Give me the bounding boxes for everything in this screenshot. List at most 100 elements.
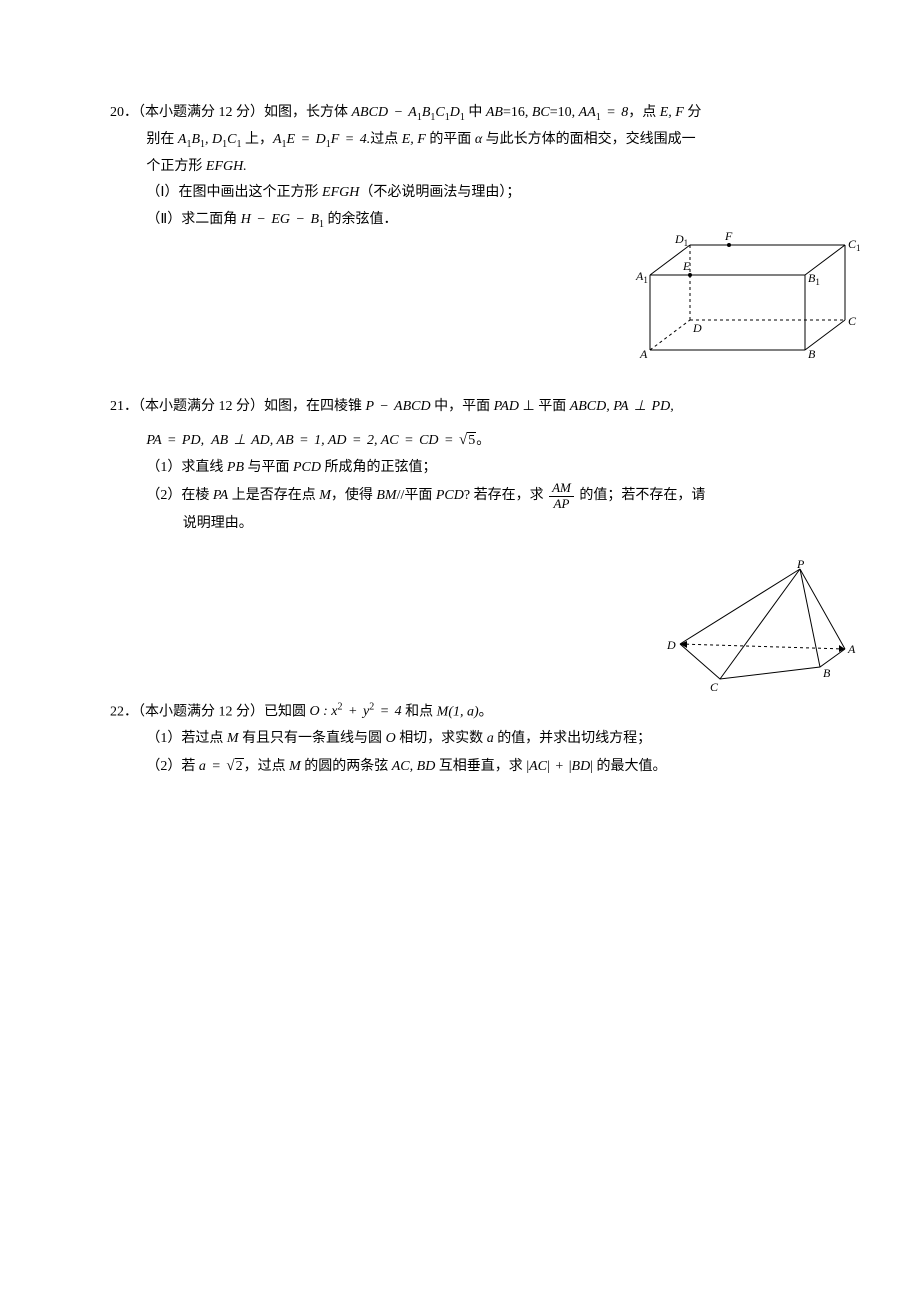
math-var: PCD <box>293 460 321 475</box>
line-2: PA = PD, AB ⊥ AD, AB = 1, AD = 2, AC = C… <box>110 426 840 455</box>
part-text: 有且只有一条直线与圆 <box>239 731 386 746</box>
stem-text: ，点 <box>628 105 660 120</box>
math-expr: ABCD, PA ⊥ PD, <box>570 399 674 414</box>
part-text: （Ⅰ）在图中画出这个正方形 <box>146 185 322 200</box>
line-3: 个正方形 EFGH. <box>110 154 840 181</box>
math-var: a <box>487 731 494 746</box>
part-text: （2）在棱 <box>146 488 213 503</box>
subpart-2: （2）若 a = 2，过点 M 的圆的两条弦 AC, BD 互相垂直，求 |AC… <box>110 752 840 781</box>
math-var: PCD <box>436 488 464 503</box>
math-var: PA <box>213 488 228 503</box>
part-text: 上是否存在点 <box>228 488 319 503</box>
label-P: P <box>796 559 805 571</box>
sqrt-expr: 2 <box>226 752 243 781</box>
problem-22: 22．（本小题满分 12 分）已知圆 O : x2 + y2 = 4 和点 M(… <box>110 698 840 781</box>
math-var: M <box>319 488 331 503</box>
part-text: 与平面 <box>244 460 293 475</box>
math-var: BC <box>532 105 550 120</box>
period: 。 <box>479 704 493 719</box>
part-text: 相切，求实数 <box>396 731 487 746</box>
abs-expr: |BD| <box>569 759 593 774</box>
math-expr: H − EG − B1 <box>241 212 324 227</box>
problem-21: 21．（本小题满分 12 分）如图，在四棱锥 P − ABCD 中，平面 PAD… <box>110 394 840 538</box>
label-B: B <box>823 666 831 680</box>
label-C: C <box>710 680 719 694</box>
figure-cuboid: A B C D A1 B1 C1 D1 E F <box>630 220 860 371</box>
part-text: ，过点 <box>244 759 290 774</box>
math-expr: A1E = D1F = 4. <box>273 132 370 147</box>
subpart-1: （1）若过点 M 有且只有一条直线与圆 O 相切，求实数 a 的值，并求出切线方… <box>110 726 840 753</box>
stem-text: ⊥ 平面 <box>519 399 570 414</box>
math-expr: ABCD − A1B1C1D1 <box>352 105 465 120</box>
part-text: （1）求直线 <box>146 460 227 475</box>
stem-text: =16, <box>503 105 532 120</box>
math-var: O <box>386 731 396 746</box>
math-var: E, F <box>402 132 426 147</box>
stem-text: 过点 <box>370 132 402 147</box>
problem-number: 22． <box>110 704 138 719</box>
stem-text: 上， <box>241 132 273 147</box>
part-text: 的最大值。 <box>593 759 667 774</box>
part-text: （2）若 <box>146 759 199 774</box>
period: 。 <box>476 433 490 448</box>
label-A: A <box>847 642 856 656</box>
math-var: PAD <box>494 399 519 414</box>
math-expr: AA1 = 8 <box>579 105 629 120</box>
math-expr: AC, BD <box>392 759 436 774</box>
math-var: E, F <box>660 105 684 120</box>
math-expr: M(1, a) <box>437 704 479 719</box>
label-D: D <box>692 321 702 335</box>
label-A: A <box>639 347 648 360</box>
part-text: ，使得 <box>331 488 377 503</box>
label-B: B <box>808 347 816 360</box>
subpart-1: （1）求直线 PB 与平面 PCD 所成角的正弦值； <box>110 455 840 482</box>
problem-number: 20． <box>110 105 138 120</box>
label-D1: D1 <box>674 232 688 248</box>
math-expr: PA = PD, AB ⊥ AD, AB = 1, AD = 2, AC = C… <box>146 433 459 448</box>
plus: + <box>550 759 569 774</box>
stem-text: 已知圆 <box>264 704 310 719</box>
math-expr: A1B1, D1C1 <box>178 132 242 147</box>
math-var: M <box>289 759 301 774</box>
math-expr: P − ABCD <box>366 399 431 414</box>
label-B1: B1 <box>808 271 820 287</box>
part-text: 说明理由。 <box>183 516 253 531</box>
part-text: 互相垂直，求 <box>435 759 526 774</box>
stem-text: 别在 <box>146 132 178 147</box>
part-text: 的值，并求出切线方程； <box>494 731 652 746</box>
math-var: AB <box>486 105 503 120</box>
part-text: ? 若存在，求 <box>464 488 547 503</box>
stem-text: 的平面 <box>426 132 475 147</box>
math-expr: O : x2 + y2 = 4 <box>310 704 402 719</box>
math-var: EFGH. <box>206 159 247 174</box>
math-var: M <box>227 731 239 746</box>
stem-text: 中 <box>465 105 486 120</box>
part-text: （Ⅱ）求二面角 <box>146 212 240 227</box>
stem-text: 与此长方体的面相交，交线围成一 <box>482 132 696 147</box>
subpart-1: （Ⅰ）在图中画出这个正方形 EFGH（不必说明画法与理由）； <box>110 180 840 207</box>
label-E: E <box>682 259 691 273</box>
stem-text: 如图，在四棱锥 <box>264 399 366 414</box>
part-text: //平面 <box>397 488 436 503</box>
stem-text: 如图，长方体 <box>264 105 352 120</box>
problem-20: 20．（本小题满分 12 分）如图，长方体 ABCD − A1B1C1D1 中 … <box>110 100 840 234</box>
stem-text: 个正方形 <box>146 159 206 174</box>
label-C: C <box>848 314 857 328</box>
stem-text: =10, <box>550 105 579 120</box>
part-text: 所成角的正弦值； <box>321 460 437 475</box>
math-expr: a = <box>199 759 226 774</box>
problem-number: 21． <box>110 399 138 414</box>
part-text: 的余弦值． <box>324 212 398 227</box>
math-var: PB <box>227 460 244 475</box>
stem-text: 分 <box>684 105 702 120</box>
sqrt-expr: 5 <box>459 426 476 455</box>
part-text: 的值；若不存在，请 <box>576 488 706 503</box>
label-A1: A1 <box>635 269 648 285</box>
fraction: AMAP <box>549 481 574 511</box>
figure-pyramid: P A B C D <box>660 559 860 710</box>
math-var: BM <box>376 488 396 503</box>
label-D: D <box>666 638 676 652</box>
label-C1: C1 <box>848 237 860 253</box>
points-label: （本小题满分 12 分） <box>138 399 264 414</box>
points-label: （本小题满分 12 分） <box>138 704 264 719</box>
